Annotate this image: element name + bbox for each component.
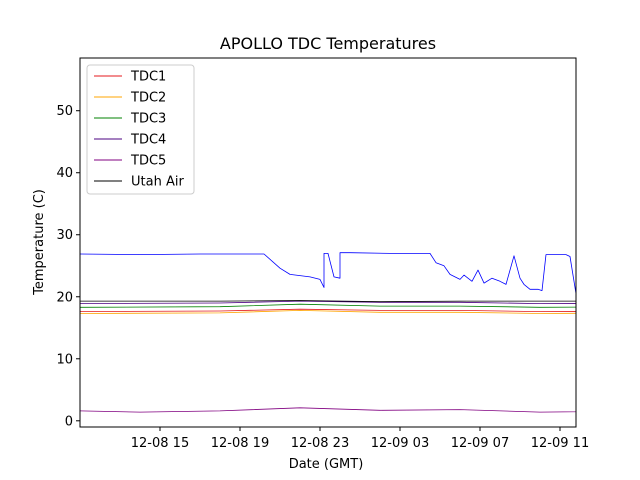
legend-label-tdc1: TDC1: [130, 70, 166, 85]
series-line-tdc3: [80, 303, 576, 308]
x-tick-label: 12-08 23: [291, 436, 349, 451]
legend: TDC1 TDC2 TDC3 TDC4 TDC5 Utah Air: [86, 64, 195, 195]
legend-label-tdc3: TDC3: [130, 112, 166, 127]
y-axis: 0 10 20 30 40 50: [56, 104, 80, 429]
series-line-tdc2: [80, 309, 576, 314]
x-tick-label: 12-08 19: [211, 436, 269, 451]
x-tick-label: 12-09 03: [371, 436, 429, 451]
y-tick-label: 40: [56, 166, 73, 181]
x-tick-label: 12-09 11: [531, 436, 589, 451]
series-line-unlabeled-6: [80, 252, 576, 295]
series-line-tdc4: [80, 300, 576, 305]
chart-title: APOLLO TDC Temperatures: [220, 34, 436, 53]
plot-frame: [79, 57, 577, 428]
y-tick-label: 50: [56, 104, 73, 119]
series-line-tdc5: [80, 407, 576, 413]
x-axis-label: Date (GMT): [289, 457, 364, 472]
x-tick-label: 12-09 07: [451, 436, 509, 451]
legend-label-utah-air: Utah Air: [131, 175, 184, 190]
series-line-utah-air: [80, 300, 576, 303]
legend-label-tdc4: TDC4: [130, 133, 166, 148]
y-tick-label: 20: [56, 290, 73, 305]
x-tick-label: 12-08 15: [131, 436, 189, 451]
series-layer: [80, 252, 576, 413]
series-line-tdc1: [80, 308, 576, 313]
y-axis-label: Temperature (C): [32, 189, 47, 296]
legend-label-tdc5: TDC5: [130, 154, 166, 169]
x-axis: 12-08 15 12-08 19 12-08 23 12-09 03 12-09 07…: [131, 427, 589, 451]
legend-label-tdc2: TDC2: [130, 91, 166, 106]
y-tick-label: 10: [56, 352, 73, 367]
y-tick-label: 30: [56, 228, 73, 243]
y-tick-label: 0: [65, 414, 73, 429]
